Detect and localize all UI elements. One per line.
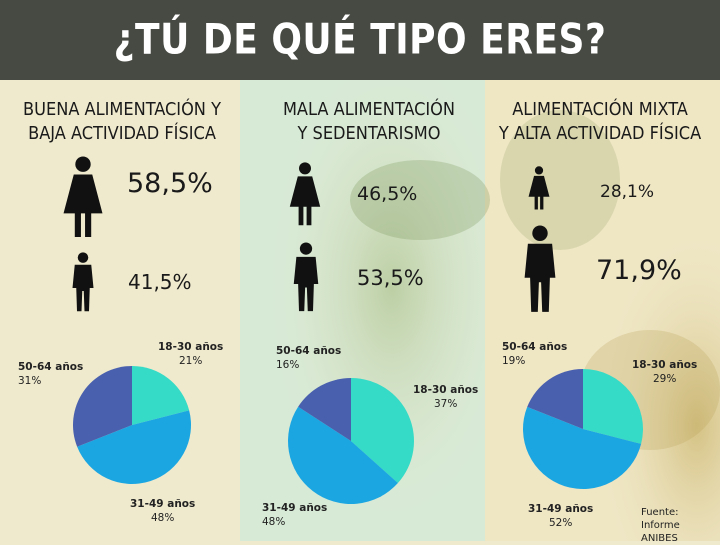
female-icon — [528, 166, 550, 210]
column-title-line: BAJA ACTIVIDAD FÍSICA — [28, 123, 216, 144]
male-icon — [293, 242, 319, 312]
source-line: Fuente: Informe — [641, 507, 680, 531]
pie-slice-31-49 — [287, 406, 398, 505]
slice-label-18-30: 18-30 años 29% — [632, 358, 697, 386]
slice-label-name: 18-30 años — [158, 341, 224, 353]
female-percentage: 46,5% — [357, 183, 418, 205]
column-title-3: ALIMENTACIÓN MIXTA Y ALTA ACTIVIDAD FÍSI… — [480, 98, 720, 146]
slice-label-31-49: 31-49 años 52% — [528, 502, 593, 530]
column-title-line: MALA ALIMENTACIÓN — [282, 99, 456, 120]
age-pie-chart-2 — [287, 378, 414, 505]
age-pie-chart-3 — [523, 369, 643, 489]
column-title-1: BUENA ALIMENTACIÓN Y BAJA ACTIVIDAD FÍSI… — [2, 98, 242, 146]
slice-label-18-30: 18-30 años 21% — [158, 340, 223, 368]
column-title-line: Y ALTA ACTIVIDAD FÍSICA — [498, 123, 702, 144]
slice-label-name: 18-30 años — [632, 359, 698, 371]
slice-label-name: 50-64 años — [276, 345, 342, 357]
source-line: ANIBES — [641, 533, 678, 544]
pie-slice-18-30 — [351, 378, 414, 484]
column-title-line: Y SEDENTARISMO — [297, 123, 441, 144]
male-percentage: 71,9% — [596, 255, 682, 286]
column-title-2: MALA ALIMENTACIÓN Y SEDENTARISMO — [249, 98, 489, 146]
female-percentage: 28,1% — [600, 182, 655, 202]
pie-slice-50-64 — [527, 369, 583, 429]
slice-label-value: 48% — [150, 512, 175, 524]
male-percentage: 53,5% — [357, 266, 424, 290]
slice-label-value: 37% — [433, 398, 458, 410]
slice-label-value: 31% — [18, 375, 42, 387]
slice-label-31-49: 31-49 años 48% — [130, 497, 195, 525]
slice-label-value: 19% — [502, 355, 526, 367]
female-icon — [289, 162, 321, 226]
column-title-line: BUENA ALIMENTACIÓN Y — [23, 99, 221, 120]
slice-label-31-49: 31-49 años 48% — [262, 501, 327, 529]
slice-label-name: 50-64 años — [18, 361, 84, 373]
slice-label-50-64: 50-64 años 19% — [502, 340, 567, 368]
pie-slice-31-49 — [523, 406, 642, 489]
slice-label-name: 31-49 años — [528, 503, 594, 515]
slice-label-value: 16% — [276, 359, 300, 371]
slice-label-name: 31-49 años — [130, 498, 196, 510]
pie-slice-31-49 — [77, 410, 192, 485]
slice-label-value: 48% — [262, 516, 286, 528]
male-icon — [72, 252, 94, 312]
pie-slice-50-64 — [73, 366, 132, 447]
slice-label-value: 52% — [548, 517, 573, 529]
male-percentage: 41,5% — [128, 270, 192, 294]
column-title-line: ALIMENTACIÓN MIXTA — [512, 99, 688, 120]
slice-label-50-64: 50-64 años 16% — [276, 344, 341, 372]
slice-label-name: 50-64 años — [502, 341, 568, 353]
age-pie-chart-1 — [73, 366, 192, 485]
male-icon — [524, 225, 556, 312]
female-percentage: 58,5% — [127, 168, 213, 199]
page-title: ¿TÚ DE QUÉ TIPO ERES? — [113, 15, 607, 65]
slice-label-50-64: 50-64 años 31% — [18, 360, 83, 388]
pie-slice-18-30 — [132, 366, 190, 425]
slice-label-value: 29% — [652, 373, 677, 385]
female-icon — [63, 156, 103, 237]
slice-label-18-30: 18-30 años 37% — [413, 383, 478, 411]
slice-label-name: 31-49 años — [262, 502, 328, 514]
pie-slice-50-64 — [298, 378, 351, 441]
source-note: Fuente: Informe ANIBES — [641, 506, 719, 545]
pie-slice-18-30 — [583, 369, 643, 444]
header-bar: ¿TÚ DE QUÉ TIPO ERES? — [0, 0, 720, 80]
slice-label-name: 18-30 años — [413, 384, 479, 396]
slice-label-value: 21% — [178, 355, 203, 367]
